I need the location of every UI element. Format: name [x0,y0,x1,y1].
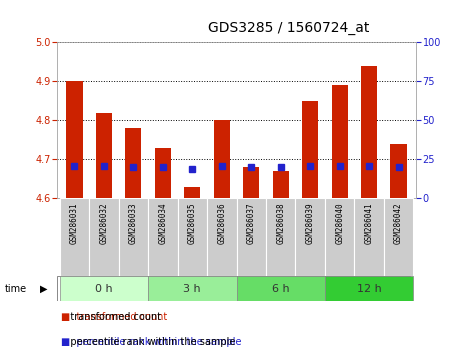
Bar [325,276,413,301]
Text: GSM286031: GSM286031 [70,202,79,244]
Text: GSM286042: GSM286042 [394,202,403,244]
Bar [66,81,83,198]
Text: GSM286035: GSM286035 [188,202,197,244]
Bar [266,198,296,276]
Text: GSM286039: GSM286039 [306,202,315,244]
Bar [272,171,289,198]
Bar [214,120,230,198]
Text: GSM286041: GSM286041 [365,202,374,244]
Bar [177,198,207,276]
Text: GSM286036: GSM286036 [217,202,226,244]
Text: time: time [5,284,27,293]
Text: 12 h: 12 h [357,284,381,293]
Text: 3 h: 3 h [184,284,201,293]
Bar [119,198,148,276]
Bar [302,101,318,198]
Text: GSM286040: GSM286040 [335,202,344,244]
Bar [148,198,177,276]
Text: transformed count: transformed count [61,312,162,322]
Bar [60,276,148,301]
Bar [148,276,236,301]
Bar [96,113,112,198]
Text: GSM286037: GSM286037 [247,202,256,244]
Bar [354,198,384,276]
Bar [332,85,348,198]
Bar [361,66,377,198]
Bar [384,198,413,276]
Bar [89,198,119,276]
Bar [390,144,407,198]
Bar [296,198,325,276]
Text: 0 h: 0 h [95,284,113,293]
Bar [236,276,325,301]
Bar [207,198,236,276]
Text: GSM286033: GSM286033 [129,202,138,244]
Text: ▶: ▶ [40,284,48,293]
Bar [236,198,266,276]
Text: ■  transformed count: ■ transformed count [61,312,168,322]
Text: ■  percentile rank within the sample: ■ percentile rank within the sample [61,337,242,347]
Bar [325,198,354,276]
Text: GDS3285 / 1560724_at: GDS3285 / 1560724_at [208,21,369,35]
Bar [60,198,89,276]
Bar [243,167,259,198]
Text: 6 h: 6 h [272,284,289,293]
Bar [184,187,201,198]
Text: percentile rank within the sample: percentile rank within the sample [61,337,236,347]
Text: GSM286034: GSM286034 [158,202,167,244]
Bar [125,128,141,198]
Bar [155,148,171,198]
Text: GSM286038: GSM286038 [276,202,285,244]
Text: GSM286032: GSM286032 [99,202,108,244]
